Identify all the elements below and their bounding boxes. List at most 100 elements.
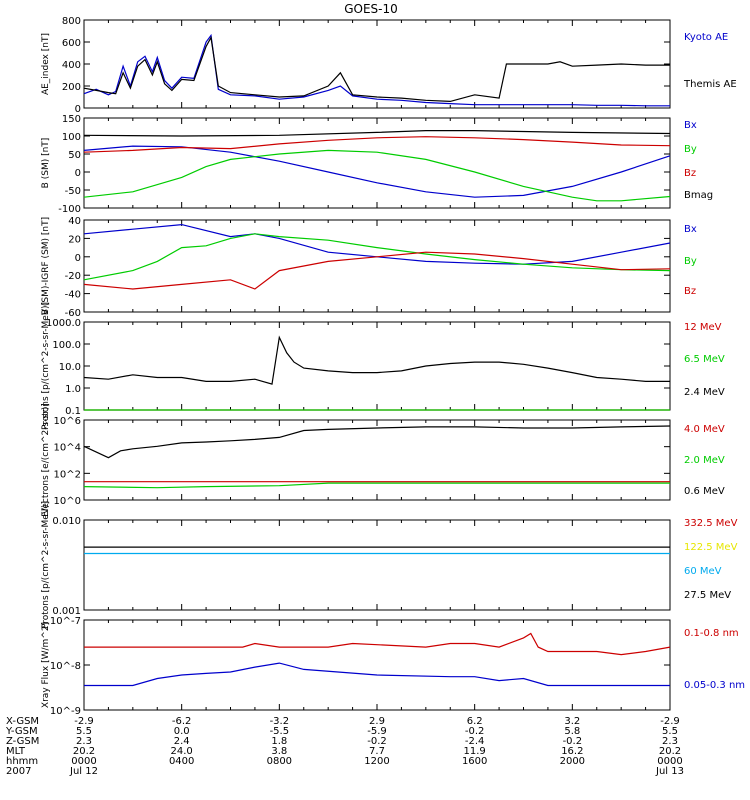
footer-value: -0.2 <box>465 726 485 737</box>
y-tick-label: 0 <box>75 104 81 115</box>
legend-entry: 0.6 MeV <box>684 486 725 497</box>
footer-row-label: X-GSM <box>6 716 39 727</box>
footer-value: 2000 <box>560 756 585 767</box>
figure-title: GOES-10 <box>344 2 398 16</box>
y-tick-label: 1.0 <box>65 384 81 395</box>
footer-value: 1.8 <box>271 736 287 747</box>
footer-value: 0000 <box>71 756 96 767</box>
y-tick-label: 100 <box>62 132 81 143</box>
y-axis-label: AE_index [nT] <box>41 33 51 95</box>
series-line-1-1 <box>83 33 670 107</box>
y-tick-label: 0 <box>75 168 81 179</box>
legend-entry: 2.0 MeV <box>684 455 725 466</box>
panel-frame <box>83 321 671 411</box>
footer-value: -5.5 <box>270 726 290 737</box>
series-line-3-3 <box>83 251 671 290</box>
legend-entry: 2.4 MeV <box>684 387 725 398</box>
legend-entry: By <box>684 144 697 155</box>
footer-value: 5.5 <box>662 726 678 737</box>
legend-entry: 122.5 MeV <box>684 542 738 553</box>
series-line-7-2 <box>84 662 670 687</box>
series-line-2-4 <box>83 130 671 137</box>
y-tick-label: -50 <box>65 186 81 197</box>
footer-value: -3.2 <box>270 716 290 727</box>
y-axis-label: Electrons [e/(cm^2-s-sr)] <box>41 403 51 517</box>
legend-entry: 332.5 MeV <box>684 518 738 529</box>
series-line-3-2 <box>83 233 671 281</box>
y-tick-label: 50 <box>68 150 81 161</box>
series-line-1-2 <box>83 35 670 103</box>
panel-frame <box>83 419 671 501</box>
y-tick-label: 10^0 <box>54 496 81 507</box>
footer-value: 1200 <box>364 756 389 767</box>
footer-row-label: 2007 <box>6 766 31 777</box>
y-tick-label: 400 <box>62 60 81 71</box>
y-axis-label: Protons [p/(cm^2-s-sr-MeV)] <box>41 302 51 430</box>
footer-value: 2.3 <box>76 736 92 747</box>
legend-entry: Bx <box>684 120 697 131</box>
legend-entry: 0.1-0.8 nm <box>684 628 739 639</box>
footer-value: 20.2 <box>659 746 681 757</box>
y-tick-label: -60 <box>65 308 81 319</box>
series-line-5-3 <box>83 425 671 459</box>
footer-value: 24.0 <box>171 746 193 757</box>
y-tick-label: 10^6 <box>54 416 81 427</box>
panel-2: -100 -50 0 50 100 150 B (SM) [nT] Bx By Bz Bmag <box>41 114 713 215</box>
legend-entry: Themis AE <box>683 79 737 90</box>
footer-value: 5.8 <box>564 726 580 737</box>
footer-value: 3.2 <box>564 716 580 727</box>
legend-entry: Bz <box>684 286 696 297</box>
footer-value: 2.3 <box>662 736 678 747</box>
footer-value: 0400 <box>169 756 194 767</box>
y-tick-label: 40 <box>68 216 81 227</box>
legend-entry: Bx <box>684 224 697 235</box>
y-tick-label: 10^-8 <box>50 661 81 672</box>
footer-value: 0800 <box>267 756 292 767</box>
legend-entry: 0.05-0.3 nm <box>684 680 745 691</box>
series-line-2-3 <box>83 136 671 153</box>
y-tick-label: 10^-9 <box>50 706 81 717</box>
footer-value: -0.2 <box>367 736 387 747</box>
legend-entry: Kyoto AE <box>684 32 728 43</box>
footer-value: -2.9 <box>660 716 680 727</box>
footer-value: 5.5 <box>76 726 92 737</box>
y-axis-label: Xray Flux [W/m^2] <box>41 622 51 708</box>
series-line-2-2 <box>83 149 671 202</box>
legend-entry: 12 MeV <box>684 322 722 333</box>
footer-row-label: MLT <box>6 746 26 757</box>
footer-value: 16.2 <box>561 746 583 757</box>
footer-row-label: Z-GSM <box>6 736 39 747</box>
panel-3: -60 -40 -20 0 20 40 B (SM)-IGRF (SM) [nT] Bx By B… <box>41 216 697 319</box>
panel-frame <box>83 519 671 611</box>
panel-frame <box>83 19 671 109</box>
footer-value: 0.0 <box>174 726 190 737</box>
y-tick-label: 0.1 <box>65 406 81 417</box>
footer-value: 11.9 <box>464 746 486 757</box>
footer-row-label: hhmm <box>6 756 38 767</box>
footer-value: -5.9 <box>367 726 387 737</box>
y-tick-label: 1000.0 <box>46 318 81 329</box>
footer-value: 20.2 <box>73 746 95 757</box>
legend-entry: 60 MeV <box>684 566 722 577</box>
legend-entry: By <box>684 256 697 267</box>
footer-value: 2.4 <box>174 736 190 747</box>
ephemeris-footer: X-GSM -2.9 -6.2 -3.2 2.9 6.2 3.2 -2.9 Y-GSM 5.5 0.… <box>5 716 684 777</box>
y-tick-label: 0.010 <box>52 516 81 527</box>
y-tick-label: 800 <box>62 16 81 27</box>
y-axis-label: Protons [p/(cm^2-s-sr-MeV)] <box>41 501 51 629</box>
y-tick-label: 0.001 <box>52 606 81 617</box>
legend-entry: 27.5 MeV <box>684 590 731 601</box>
legend-entry: 6.5 MeV <box>684 354 725 365</box>
y-tick-label: 200 <box>62 82 81 93</box>
y-tick-label: 10.0 <box>59 362 81 373</box>
y-axis-label: B (SM) [nT] <box>41 138 51 189</box>
series-line-2-1 <box>83 145 671 198</box>
y-tick-label: 0 <box>75 253 81 264</box>
footer-value: Jul 13 <box>655 766 684 777</box>
